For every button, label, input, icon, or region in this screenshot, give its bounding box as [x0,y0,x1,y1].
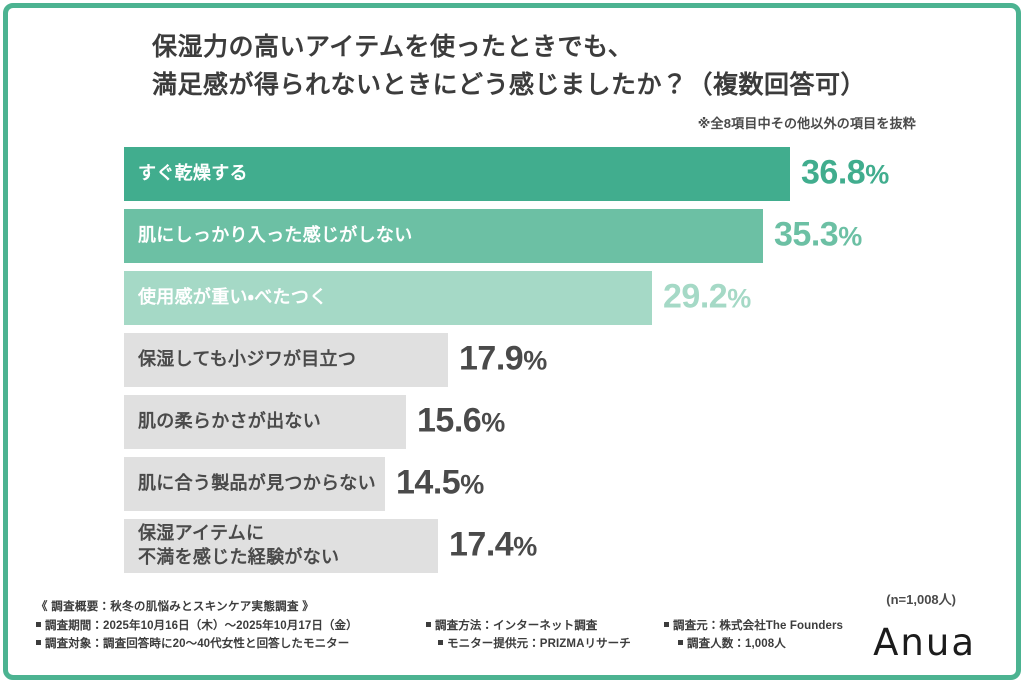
bar-category-label: すぐ乾燥する [138,163,248,184]
anua-logo: Anua [873,624,976,661]
bar: 使用感が重い・べたつく [124,271,652,325]
bar-category-label: 肌の柔らかさが出ない [138,411,321,432]
chart-row: 保湿アイテムに 不満を感じた経験がない 17.4% [124,519,924,573]
bar-category-label: 保湿しても小ジワが目立つ [138,349,357,370]
footer-item-text: 調査方法：インターネット調査 [435,619,598,632]
logo-rest: nua [900,621,976,664]
logo-capital: A [873,621,901,664]
bar-chart: すぐ乾燥する 36.8% 肌にしっかり入った感じがしない 35.3% 使用感が重い・べた… [124,147,924,581]
footer-item: 調査元：株式会社The Founders [664,619,876,633]
bullet-square-icon [664,621,669,627]
sample-size-label: (n=1,008人) [886,592,956,607]
bar-value-label: 17.9% [459,339,547,378]
chart-note: ※全8項目中その他以外の項目を抜粋 [697,116,916,131]
title-line-1: 保湿力の高いアイテムを使ったときでも、 [152,33,634,61]
bullet-square-icon [438,640,443,645]
page-title: 保湿力の高いアイテムを使ったときでも、 満足感が得られないときにどう感じましたか… [152,28,942,104]
bar: 保湿アイテムに 不満を感じた経験がない [124,519,438,573]
bar-value-label: 35.3% [774,215,862,254]
bar: 肌に合う製品が見つからない [124,457,385,511]
footer-item: 調査方法：インターネット調査 [426,619,664,633]
bar: すぐ乾燥する [124,147,790,201]
footer-item-text: 調査期間：2025年10月16日（木）〜2025年10月17日（金） [45,619,358,632]
bar-value-label: 29.2% [663,277,751,316]
footer-item-text: 調査人数：1,008人 [687,638,786,650]
footer-item-text: 調査元：株式会社The Founders [673,619,844,632]
bullet-square-icon [426,621,431,627]
bar-value-label: 14.5% [396,463,484,502]
footer-item: モニター提供元：PRIZMAリサーチ [426,638,664,651]
chart-row: すぐ乾燥する 36.8% [124,147,924,201]
chart-row: 保湿しても小ジワが目立つ 17.9% [124,333,924,387]
chart-row: 肌の柔らかさが出ない 15.6% [124,395,924,449]
bar: 肌の柔らかさが出ない [124,395,406,449]
bar-category-label: 肌にしっかり入った感じがしない [138,225,413,246]
bar: 肌にしっかり入った感じがしない [124,209,763,263]
footer-item: 調査対象：調査回答時に20〜40代女性と回答したモニター [36,638,426,651]
survey-footer: 《 調査概要：秋冬の肌悩みとスキンケア実態調査 》 調査期間：2025年10月1… [36,601,876,651]
footer-item-text: モニター提供元：PRIZMAリサーチ [447,638,631,650]
footer-heading: 《 調査概要：秋冬の肌悩みとスキンケア実態調査 》 [36,601,315,613]
chart-row: 使用感が重い・べたつく 29.2% [124,271,924,325]
bullet-square-icon [36,621,41,627]
bar-category-label: 使用感が重い・べたつく [138,287,328,308]
title-line-2: 満足感が得られないときにどう感じましたか？（複数回答可） [152,71,867,99]
footer-items-grid: 調査期間：2025年10月16日（木）〜2025年10月17日（金） 調査方法：イ… [36,619,876,651]
bar: 保湿しても小ジワが目立つ [124,333,448,387]
bar-value-label: 15.6% [417,401,505,440]
footer-item: 調査人数：1,008人 [664,638,876,651]
bullet-square-icon [36,640,41,645]
chart-row: 肌に合う製品が見つからない 14.5% [124,457,924,511]
footer-item: 調査期間：2025年10月16日（木）〜2025年10月17日（金） [36,619,426,633]
bullet-square-icon [678,640,683,645]
bar-value-label: 17.4% [449,525,537,564]
footer-item-text: 調査対象：調査回答時に20〜40代女性と回答したモニター [45,638,350,650]
bar-value-label: 36.8% [801,153,889,192]
bar-category-label: 保湿アイテムに 不満を感じた経験がない [138,523,340,567]
chart-row: 肌にしっかり入った感じがしない 35.3% [124,209,924,263]
bar-category-label: 肌に合う製品が見つからない [138,473,376,494]
